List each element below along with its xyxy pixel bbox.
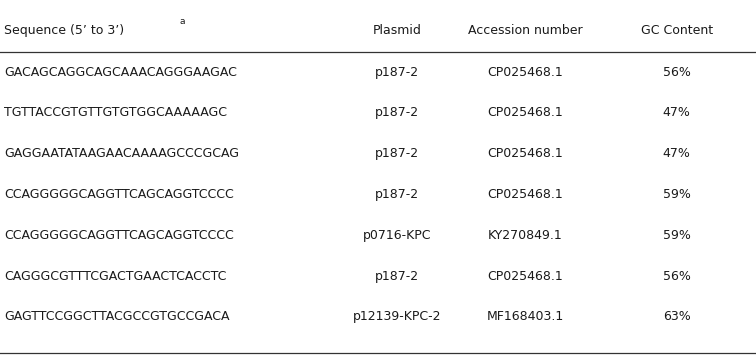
Text: TGTTACCGTGTTGTGTGGCAAAAAGC: TGTTACCGTGTTGTGTGGCAAAAAGC (4, 106, 227, 119)
Text: MF168403.1: MF168403.1 (487, 310, 564, 323)
Text: 63%: 63% (663, 310, 690, 323)
Text: CAGGGCGTTTCGACTGAACTCACCTC: CAGGGCGTTTCGACTGAACTCACCTC (4, 270, 226, 283)
Text: CCAGGGGGCAGGTTCAGCAGGTCCCC: CCAGGGGGCAGGTTCAGCAGGTCCCC (4, 188, 234, 201)
Text: CP025468.1: CP025468.1 (488, 188, 563, 201)
Text: CCAGGGGGCAGGTTCAGCAGGTCCCC: CCAGGGGGCAGGTTCAGCAGGTCCCC (4, 229, 234, 242)
Text: a: a (180, 17, 185, 26)
Text: Sequence (5’ to 3’): Sequence (5’ to 3’) (4, 24, 128, 37)
Text: KY270849.1: KY270849.1 (488, 229, 562, 242)
Text: 47%: 47% (663, 147, 690, 160)
Text: p12139-KPC-2: p12139-KPC-2 (352, 310, 442, 323)
Text: CP025468.1: CP025468.1 (488, 147, 563, 160)
Text: CP025468.1: CP025468.1 (488, 106, 563, 119)
Text: p187-2: p187-2 (375, 188, 419, 201)
Text: Plasmid: Plasmid (373, 24, 421, 37)
Text: 59%: 59% (663, 188, 690, 201)
Text: p187-2: p187-2 (375, 270, 419, 283)
Text: p187-2: p187-2 (375, 106, 419, 119)
Text: GAGGAATATAAGAACAAAAGCCCGCAG: GAGGAATATAAGAACAAAAGCCCGCAG (4, 147, 239, 160)
Text: p0716-KPC: p0716-KPC (363, 229, 431, 242)
Text: GACAGCAGGCAGCAAACAGGGAAGAC: GACAGCAGGCAGCAAACAGGGAAGAC (4, 66, 237, 79)
Text: 56%: 56% (663, 270, 690, 283)
Text: GC Content: GC Content (640, 24, 713, 37)
Text: CP025468.1: CP025468.1 (488, 270, 563, 283)
Text: 59%: 59% (663, 229, 690, 242)
Text: Accession number: Accession number (468, 24, 583, 37)
Text: 56%: 56% (663, 66, 690, 79)
Text: GAGTTCCGGCTTACGCCGTGCCGACA: GAGTTCCGGCTTACGCCGTGCCGACA (4, 310, 229, 323)
Text: CP025468.1: CP025468.1 (488, 66, 563, 79)
Text: p187-2: p187-2 (375, 66, 419, 79)
Text: 47%: 47% (663, 106, 690, 119)
Text: p187-2: p187-2 (375, 147, 419, 160)
